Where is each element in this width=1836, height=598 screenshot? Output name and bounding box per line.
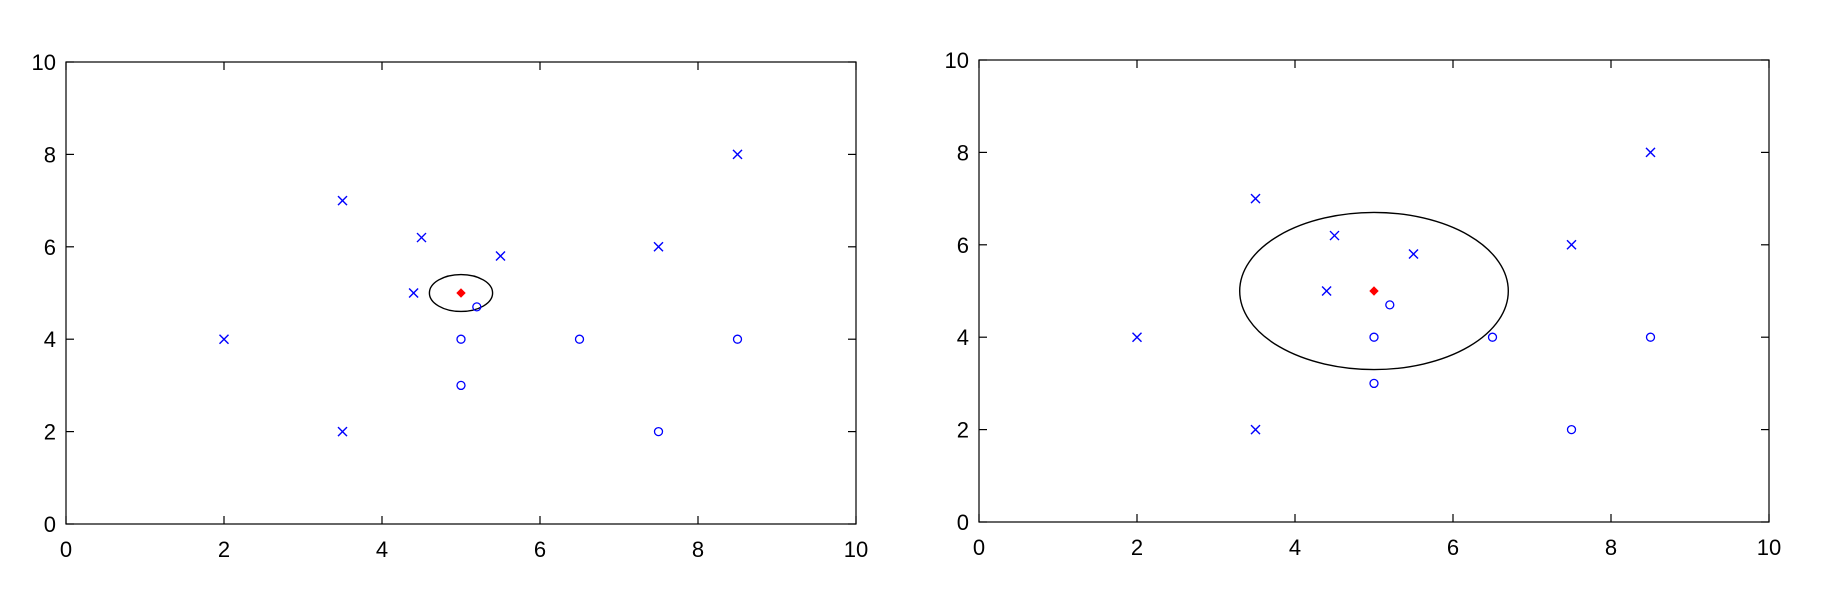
y-tick-label: 4 [957, 325, 969, 350]
plot-frame [978, 59, 1770, 523]
x-marker-point [416, 232, 427, 243]
x-tick-label: 0 [973, 535, 985, 560]
y-tick-label: 6 [957, 233, 969, 258]
y-tick-label: 0 [44, 512, 56, 537]
x-tick-label: 8 [1605, 535, 1617, 560]
y-tick-label: 0 [957, 510, 969, 535]
x-tick-label: 4 [1289, 535, 1301, 560]
x-tick-label: 0 [60, 537, 72, 562]
x-marker-point [408, 288, 419, 298]
x-marker-point [337, 426, 348, 437]
x-tick-label: 2 [218, 537, 230, 562]
x-marker-point [1321, 286, 1332, 296]
x-marker-point [653, 241, 664, 252]
chart-left: 0 2 4 6 8 10 0 2 4 6 8 10 [32, 50, 869, 562]
circle-marker-point [1385, 300, 1395, 310]
x-tick-label: 6 [534, 537, 546, 562]
circle-marker-point [1369, 332, 1379, 342]
x-marker-point [219, 334, 229, 345]
y-tick-label: 8 [44, 142, 56, 167]
y-tick-label: 8 [957, 140, 969, 165]
x-marker-point [1645, 147, 1656, 158]
circle-marker-point [456, 334, 466, 344]
x-tick-label: 2 [1131, 535, 1143, 560]
circle-marker-point [574, 334, 585, 344]
circle-marker-point [1369, 378, 1379, 389]
y-tick-label: 2 [44, 420, 56, 445]
x-marker-point [337, 195, 348, 206]
y-tick-label: 10 [945, 48, 969, 73]
neighborhood-circle [1238, 211, 1509, 371]
x-marker-point [1329, 230, 1340, 241]
neighborhood-circle [428, 273, 494, 313]
circle-marker-point [1566, 424, 1577, 435]
y-tick-label: 6 [44, 235, 56, 260]
circle-marker-point [1487, 332, 1498, 342]
x-tick-label: 4 [376, 537, 388, 562]
y-tick-label: 4 [44, 327, 56, 352]
x-tick-label: 6 [1447, 535, 1459, 560]
query-point-marker [1369, 286, 1379, 296]
circle-marker-point [456, 380, 466, 391]
circle-marker-point [1645, 332, 1656, 342]
x-tick-label: 10 [1757, 535, 1781, 560]
x-marker-point [1250, 193, 1261, 204]
circle-marker-point [732, 334, 743, 344]
y-tick-label: 10 [32, 50, 56, 75]
circle-marker-point [653, 426, 664, 437]
x-marker-point [1132, 332, 1142, 343]
x-tick-label: 10 [844, 537, 868, 562]
x-marker-point [1250, 424, 1261, 435]
chart-right: 0 2 4 6 8 10 0 2 4 6 8 10 [945, 48, 1782, 560]
x-marker-point [1408, 249, 1419, 260]
x-tick-label: 8 [692, 537, 704, 562]
x-marker-point [495, 251, 506, 262]
circle-marker-point [472, 302, 482, 312]
y-tick-label: 2 [957, 418, 969, 443]
query-point-marker [456, 288, 466, 298]
x-marker-point [1566, 239, 1577, 250]
x-marker-point [732, 149, 743, 160]
plot-frame [65, 61, 857, 525]
